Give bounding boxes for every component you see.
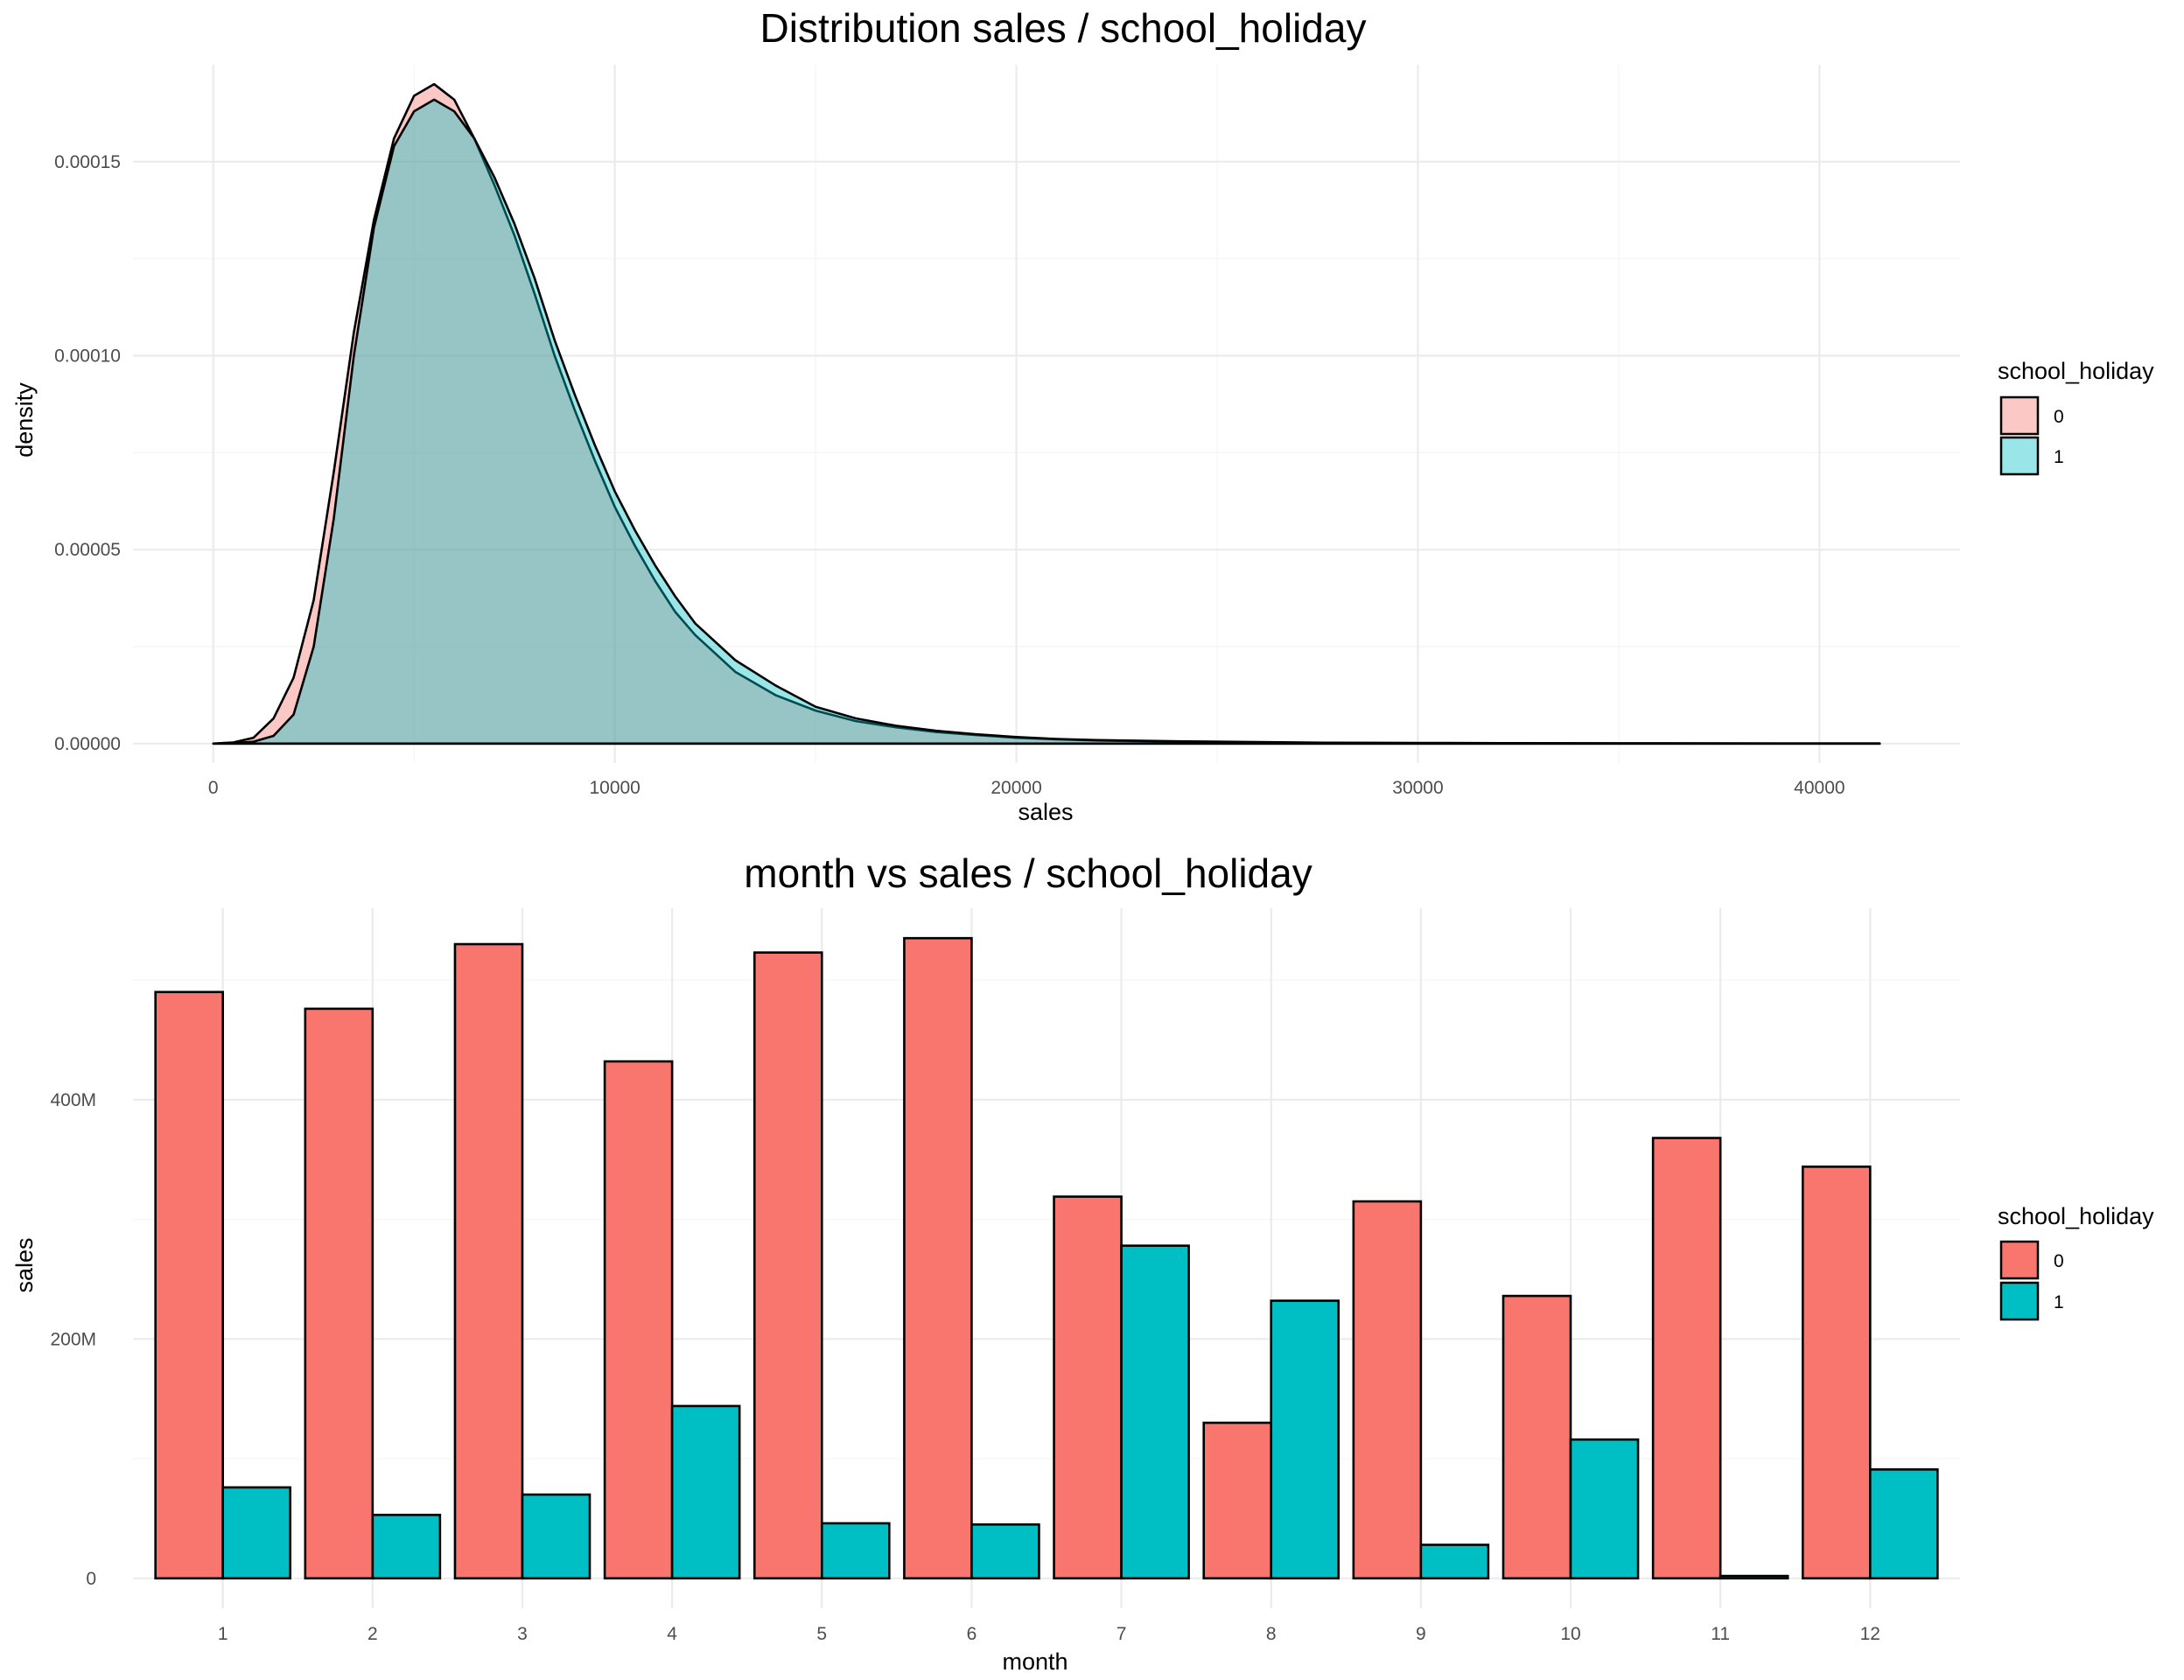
bar-month-6-holiday-1 (970, 1522, 1040, 1580)
density-x-tick-label: 30000 (1392, 778, 1443, 798)
bar-x-tick-label: 2 (368, 1624, 378, 1644)
bar-month-11-holiday-1 (1718, 1574, 1789, 1580)
density-y-tick-label: 0.00015 (54, 152, 121, 172)
bar-x-tick-label: 4 (667, 1624, 677, 1644)
bar-y-tick-label: 200M (50, 1329, 96, 1349)
bar-month-7-holiday-0 (1053, 1195, 1123, 1580)
bar-legend-label-0: 0 (2054, 1251, 2064, 1271)
bar-month-8-holiday-1 (1270, 1299, 1340, 1580)
bar-x-tick-label: 10 (1560, 1624, 1580, 1644)
density-x-axis-title: sales (1018, 799, 1073, 825)
density-x-tick-label: 40000 (1794, 778, 1844, 798)
bar-y-ticks: 0 200M 400M (50, 1090, 96, 1589)
density-y-tick-label: 0.00005 (54, 540, 121, 560)
bar-y-axis-title: sales (11, 1237, 38, 1292)
density-legend-label-0: 0 (2054, 407, 2064, 427)
bar-legend-key-0 (1999, 1240, 2040, 1280)
bar-month-5-holiday-1 (820, 1522, 891, 1580)
bar-legend: school_holiday 0 1 (1998, 1203, 2154, 1321)
density-legend-key-0 (1999, 396, 2040, 436)
density-legend-key-1 (1999, 436, 2040, 476)
bar-month-5-holiday-0 (752, 951, 823, 1580)
bar-month-3-holiday-1 (521, 1493, 592, 1580)
bar-legend-title: school_holiday (1998, 1203, 2154, 1229)
bar-month-11-holiday-0 (1651, 1137, 1722, 1580)
bar-x-tick-label: 3 (517, 1624, 528, 1644)
bar-x-tick-label: 9 (1416, 1624, 1426, 1644)
bar-x-tick-label: 5 (816, 1624, 827, 1644)
density-x-tick-label: 0 (208, 778, 219, 798)
density-y-ticks: 0.00000 0.00005 0.00010 0.00015 (54, 152, 121, 754)
density-y-tick-label: 0.00010 (54, 346, 121, 367)
density-legend-title: school_holiday (1998, 358, 2154, 384)
bar-month-7-holiday-1 (1120, 1244, 1190, 1580)
bar-month-6-holiday-0 (903, 936, 973, 1580)
bar-x-tick-label: 6 (967, 1624, 977, 1644)
bar-legend-label-1: 1 (2054, 1292, 2064, 1312)
density-y-axis-title: density (11, 382, 38, 458)
bar-month-12-holiday-1 (1869, 1468, 1939, 1580)
bar-month-2-holiday-0 (304, 1007, 374, 1580)
bar-x-tick-label: 8 (1266, 1624, 1277, 1644)
bar-month-1-holiday-1 (221, 1486, 292, 1580)
bar-marks (154, 936, 1939, 1580)
density-x-ticks: 0 10000 20000 30000 40000 (208, 778, 1845, 798)
density-x-tick-label: 10000 (589, 778, 640, 798)
density-x-tick-label: 20000 (990, 778, 1041, 798)
bar-month-4-holiday-0 (603, 1060, 674, 1580)
density-areas (212, 82, 1881, 746)
bar-month-8-holiday-0 (1202, 1421, 1273, 1580)
bar-month-4-holiday-1 (670, 1404, 741, 1580)
bar-x-tick-label: 1 (218, 1624, 228, 1644)
bar-month-2-holiday-1 (371, 1514, 442, 1580)
density-legend: school_holiday 0 1 (1998, 358, 2154, 476)
bar-month-3-holiday-0 (453, 942, 524, 1580)
density-y-tick-label: 0.00000 (54, 734, 121, 754)
bar-month-10-holiday-1 (1569, 1438, 1640, 1580)
density-legend-label-1: 1 (2054, 447, 2064, 467)
bar-x-ticks: 1 2 3 4 5 6 7 8 9 10 11 12 (218, 1624, 1880, 1644)
density-chart: Distribution sales / school_holiday 0 100… (11, 5, 2154, 825)
bar-month-9-holiday-1 (1419, 1544, 1490, 1580)
density-area-1 (212, 98, 1881, 746)
bar-month-10-holiday-0 (1502, 1294, 1572, 1580)
bar-chart-title: month vs sales / school_holiday (744, 850, 1312, 896)
bar-month-1-holiday-0 (154, 990, 224, 1580)
bar-y-tick-label: 400M (50, 1090, 96, 1110)
density-chart-title: Distribution sales / school_holiday (760, 5, 1367, 51)
bar-x-tick-label: 12 (1860, 1624, 1880, 1644)
bar-y-tick-label: 0 (86, 1569, 96, 1589)
bar-month-9-holiday-0 (1352, 1200, 1423, 1580)
bar-x-tick-label: 7 (1116, 1624, 1127, 1644)
bar-x-tick-label: 11 (1711, 1624, 1730, 1644)
bar-month-12-holiday-0 (1802, 1166, 1872, 1580)
bar-legend-key-1 (1999, 1281, 2040, 1321)
bar-x-axis-title: month (1002, 1648, 1068, 1675)
